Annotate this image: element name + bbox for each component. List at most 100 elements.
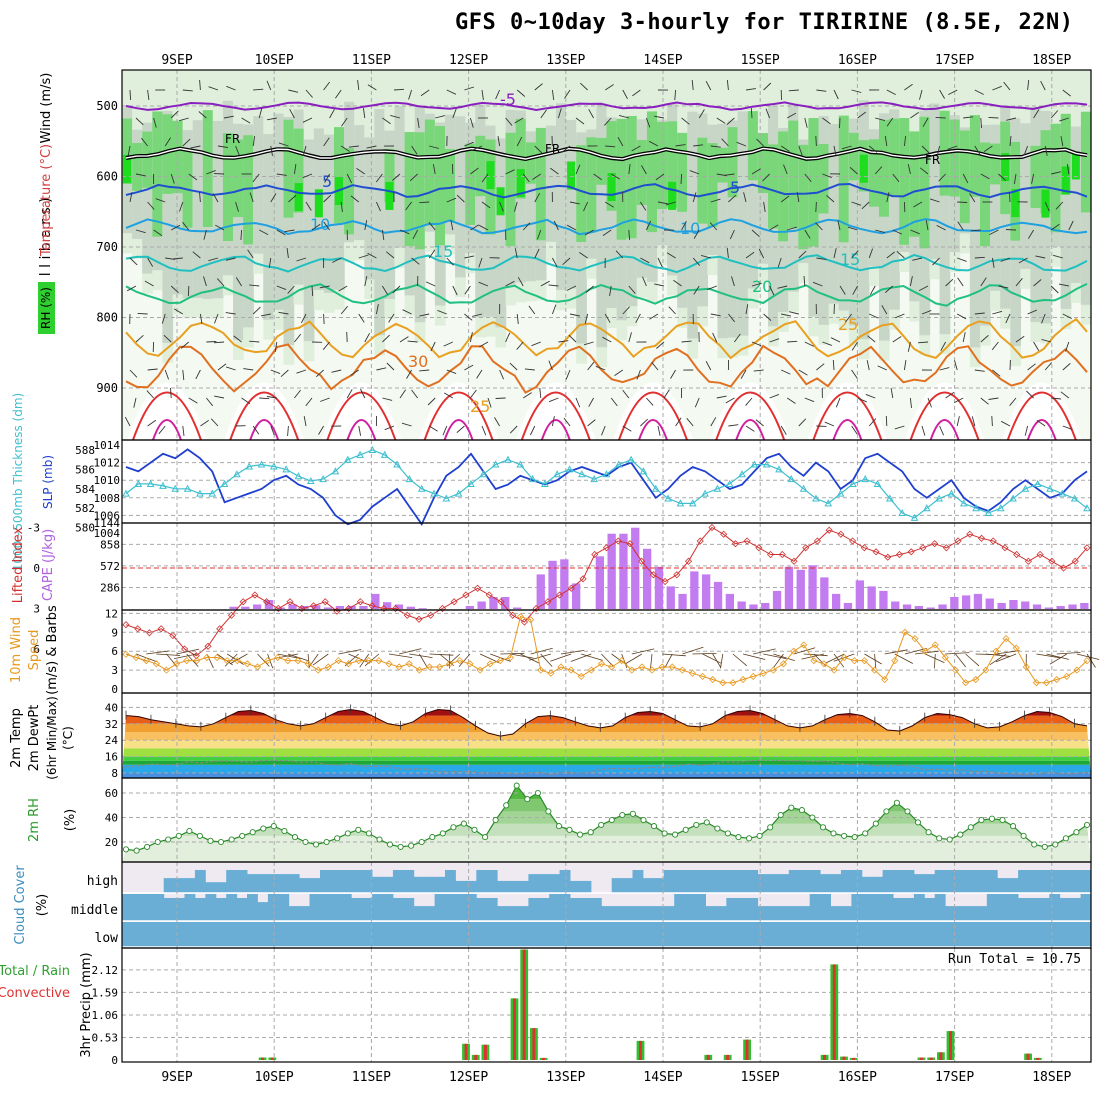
wind-barb — [199, 313, 203, 324]
wind-speed-marker — [173, 660, 181, 668]
rh-marker — [883, 808, 890, 815]
thickness-marker — [356, 450, 364, 458]
wind-barb — [147, 419, 157, 427]
wind-barb — [252, 306, 261, 315]
rh-band-mid — [677, 136, 688, 308]
wind-speed-marker — [941, 653, 949, 662]
rh-marker — [925, 829, 932, 836]
wind-barb — [452, 108, 457, 119]
wind-barb — [830, 337, 841, 343]
wind-barb — [991, 257, 995, 268]
wind-barb — [536, 229, 542, 240]
wind-barb — [601, 425, 606, 436]
wind-barb — [557, 108, 562, 119]
wind-barb — [673, 279, 682, 287]
wind-barb — [1024, 425, 1029, 436]
cloud-cell — [299, 878, 310, 893]
cloud-cell — [163, 878, 175, 893]
wind-barb — [849, 167, 858, 175]
thickness-marker — [1021, 484, 1030, 492]
temperature-contour — [125, 253, 1088, 274]
wind-barb — [971, 416, 976, 427]
wind-barb — [1044, 145, 1048, 156]
thickness-marker — [688, 499, 697, 507]
wind-barb — [294, 333, 302, 343]
li-marker — [485, 591, 493, 599]
rh-band-green — [233, 139, 244, 217]
wind-speed-marker — [294, 657, 302, 665]
rh-marker — [851, 834, 858, 841]
wind-barb — [869, 313, 879, 319]
rh-marker — [967, 824, 974, 831]
rh-marker — [872, 820, 879, 827]
li-marker — [591, 550, 599, 559]
rh-band-bright — [567, 161, 576, 190]
cloud-cell — [622, 906, 633, 921]
rh-marker — [503, 802, 510, 809]
wind-barb — [605, 145, 616, 148]
wind-speed-marker — [648, 666, 656, 674]
rh-band-mid — [879, 113, 890, 341]
warm-bubble — [807, 382, 888, 440]
cloud-cell — [840, 870, 852, 893]
x-tick-bottom: 9SEP — [161, 1070, 192, 1085]
li-marker — [755, 544, 763, 552]
precip-conv-bar — [852, 1057, 856, 1060]
rh-band-mid — [596, 103, 608, 348]
wind-barb — [604, 201, 614, 208]
wind-barb — [179, 117, 189, 122]
wind-barb — [1050, 223, 1060, 231]
cloud-cell — [267, 874, 279, 893]
wind-speed-marker — [871, 666, 879, 674]
wind-barb — [610, 173, 621, 180]
wind-barb — [301, 313, 307, 324]
rh-band-bright — [1061, 166, 1070, 195]
wind-barb — [164, 137, 171, 147]
wind-barb-10m — [206, 653, 214, 669]
cloud-cell — [727, 922, 741, 947]
dewpoint-line — [125, 759, 1088, 776]
wind-barb — [969, 193, 976, 203]
wind-barb-10m — [662, 653, 686, 657]
wind-tick: 12 — [105, 607, 118, 620]
rh-band-green — [969, 115, 981, 197]
cloud-cell — [247, 874, 258, 893]
wind-barb — [640, 257, 650, 264]
wind-barb — [798, 418, 807, 427]
hot-contour-inner — [346, 419, 377, 441]
rh-band-green — [980, 142, 991, 247]
cloud-cell — [632, 870, 644, 893]
wind-speed-marker — [516, 612, 525, 621]
wind-barb — [640, 418, 649, 427]
wind-barb — [252, 425, 260, 435]
wind-barb — [127, 145, 131, 156]
cloud-cell — [703, 922, 716, 947]
wind-barb — [694, 397, 700, 408]
li-marker — [708, 523, 716, 532]
wind-barb — [1013, 173, 1017, 184]
wind-barb — [904, 83, 913, 91]
wind-barb — [1006, 117, 1017, 121]
rh-band-green — [465, 143, 476, 225]
wind-barb — [583, 201, 589, 212]
wind-barb — [886, 89, 896, 95]
rh-band-green — [657, 122, 668, 210]
wind-barb — [655, 173, 665, 181]
wind-barb — [569, 313, 580, 317]
wind-barb-10m — [257, 653, 270, 667]
cloud-cell — [655, 922, 668, 947]
wind-barb — [509, 425, 518, 434]
wind-barb — [172, 257, 183, 260]
wind-barb — [243, 368, 254, 371]
wind-barb — [548, 284, 559, 287]
precip-conv-bar — [1026, 1053, 1030, 1060]
rh-marker — [841, 832, 848, 839]
wind-barb — [302, 173, 313, 179]
cloud-cell — [893, 898, 904, 921]
wind-barb-10m — [702, 653, 722, 664]
li-marker — [802, 544, 810, 552]
cloud-cell — [909, 922, 922, 947]
cloud-cell — [1038, 870, 1050, 893]
cloud-cell — [509, 922, 523, 947]
wind-barb — [815, 222, 823, 231]
